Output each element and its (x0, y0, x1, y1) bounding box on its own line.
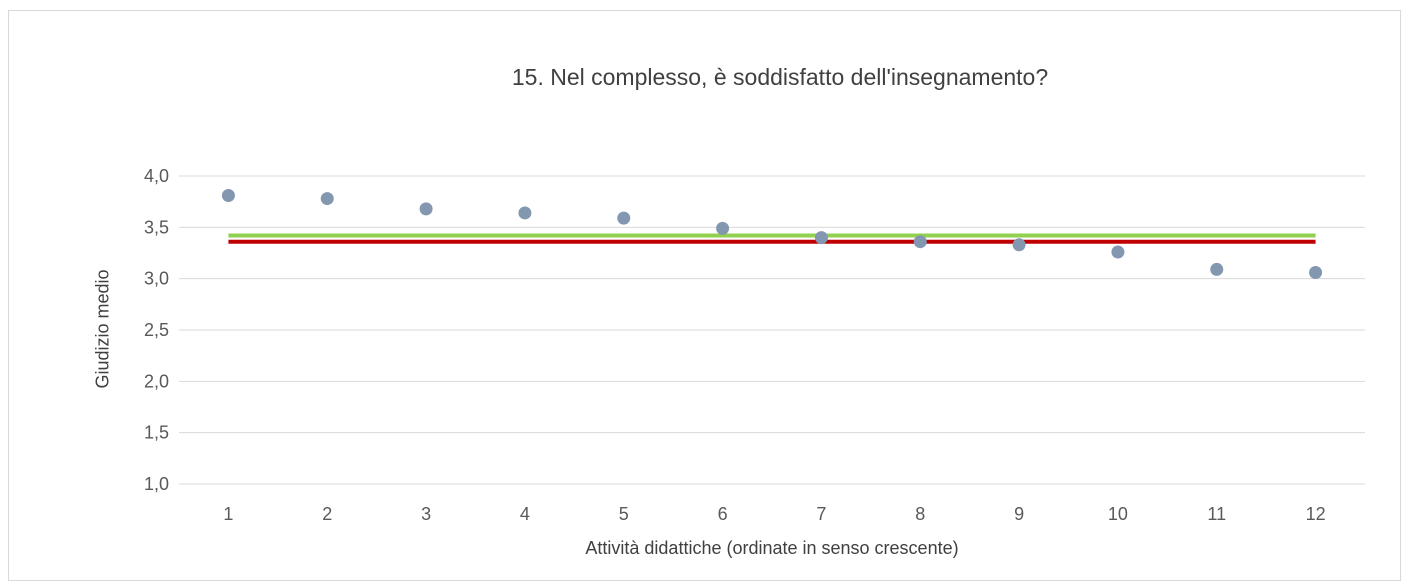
y-tick-label: 3,5 (144, 217, 169, 237)
x-tick-label: 2 (322, 504, 332, 524)
x-axis-label: Attività didattiche (ordinate in senso c… (585, 538, 959, 558)
reference-lines (228, 233, 1316, 244)
data-point (1111, 245, 1125, 259)
chart-title: 15. Nel complesso, è soddisfatto dell'in… (511, 64, 1049, 90)
x-tick-label: 8 (915, 504, 925, 524)
data-point (419, 202, 433, 216)
x-tick-label: 3 (421, 504, 431, 524)
data-point (320, 192, 334, 206)
x-tick-label: 9 (1014, 504, 1024, 524)
data-point (814, 231, 828, 245)
y-tick-label: 4,0 (144, 166, 169, 186)
y-tick-label: 1,5 (144, 423, 169, 443)
y-tick-label: 2,0 (144, 371, 169, 391)
data-point (518, 206, 532, 220)
data-point (1012, 238, 1026, 252)
data-points (221, 189, 1323, 280)
data-point (617, 211, 631, 225)
data-point (716, 221, 730, 235)
data-point (913, 235, 927, 249)
data-point (1210, 262, 1224, 276)
chart-frame (8, 10, 1401, 581)
data-point (1309, 266, 1323, 280)
y-tick-labels: 1,0 1,5 2,0 2,5 3,0 3,5 4,0 (144, 166, 169, 494)
y-tick-label: 3,0 (144, 269, 169, 289)
gridlines (179, 175, 1365, 485)
x-tick-label: 6 (718, 504, 728, 524)
y-tick-label: 2,5 (144, 320, 169, 340)
x-tick-label: 11 (1207, 504, 1226, 524)
x-tick-label: 1 (223, 504, 233, 524)
y-tick-label: 1,0 (144, 474, 169, 494)
x-tick-label: 7 (816, 504, 826, 524)
data-point (221, 189, 235, 203)
x-tick-label: 5 (619, 504, 629, 524)
x-tick-label: 10 (1108, 504, 1128, 524)
x-tick-label: 4 (520, 504, 530, 524)
x-tick-labels: 1 2 3 4 5 6 7 8 9 10 11 12 (223, 504, 1325, 524)
x-tick-label: 12 (1306, 504, 1326, 524)
